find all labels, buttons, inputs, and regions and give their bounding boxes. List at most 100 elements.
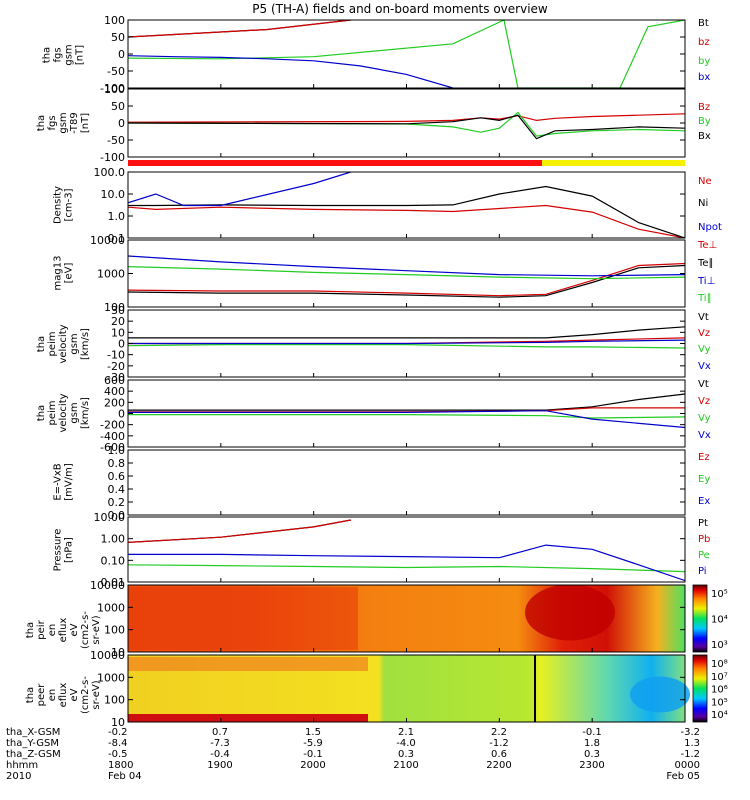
y-axis-label: en xyxy=(47,689,58,702)
y-axis-label: gsm xyxy=(64,44,75,65)
y-tick-label: 100 xyxy=(104,14,125,27)
orbit-value: Feb 05 xyxy=(666,771,700,782)
legend-by: by xyxy=(698,56,710,67)
y-tick-label: 0 xyxy=(118,48,125,61)
orbit-value: 0000 xyxy=(675,760,700,771)
legend-ti∥: Ti∥ xyxy=(697,293,712,304)
y-tick-label: 0 xyxy=(118,338,125,351)
y-axis-label: [cm-3] xyxy=(64,188,75,221)
panel-frame xyxy=(127,19,686,89)
legend-ne: Ne xyxy=(698,176,712,187)
colorbar-tick-label: 10⁴ xyxy=(711,710,728,721)
legend-npot: Npot xyxy=(698,222,722,233)
legend-vt: Vt xyxy=(698,379,709,390)
y-tick-label: 100 xyxy=(104,694,125,707)
series-by-line xyxy=(128,111,685,137)
orbit-value: 0.6 xyxy=(491,749,507,760)
y-axis-label: peim xyxy=(47,331,58,356)
legend-pb: Pb xyxy=(698,534,710,545)
orbit-value: 2300 xyxy=(579,760,604,771)
orbit-value: 2200 xyxy=(486,760,511,771)
y-axis-label: eflux xyxy=(58,683,69,708)
y-tick-label: 400 xyxy=(104,385,125,398)
orbit-value: -3.2 xyxy=(680,727,700,738)
y-tick-label: 0.0 xyxy=(108,509,126,522)
y-tick-label: -50 xyxy=(107,65,125,78)
orbit-row-label: tha_Y-GSM xyxy=(6,738,59,749)
orbit-value: -5.9 xyxy=(303,738,323,749)
orbit-value: -1.2 xyxy=(680,749,700,760)
colorbar-tick-label: 10⁶ xyxy=(711,685,728,696)
series-ni-line xyxy=(128,185,685,238)
series-bx-line xyxy=(128,114,685,140)
y-tick-label: 100 xyxy=(104,624,125,637)
series-vx-line xyxy=(128,410,685,429)
colorbar-tick-label: 10³ xyxy=(711,640,728,651)
orbit-value: -8.4 xyxy=(108,738,128,749)
y-tick-label: 1000 xyxy=(97,268,125,281)
legend-ex: Ex xyxy=(698,496,710,507)
y-axis-label: Pressure xyxy=(53,529,64,572)
y-tick-label: 0.1 xyxy=(108,232,126,245)
y-axis-label: (cm2-s- xyxy=(80,611,91,649)
orbit-value: -4.0 xyxy=(396,738,416,749)
orbit-value: 2100 xyxy=(393,760,418,771)
legend-te⊥: Te⊥ xyxy=(697,240,717,251)
legend-ey: Ey xyxy=(698,474,710,485)
panel-3: Ne Ni Npot 100.0 10.0 1.0 0.1 Density [cm-3] xyxy=(53,166,722,245)
orbit-value: -1.2 xyxy=(489,738,509,749)
y-axis-label: gsm xyxy=(58,112,69,133)
legend-pt: Pt xyxy=(698,518,708,529)
panel-1: Bt bz by bx 100 50 0 -50 -100 tha fgs gsm [nT] xyxy=(42,14,711,95)
legend-vt: Vt xyxy=(698,312,709,323)
y-tick-label: 10000 xyxy=(90,234,125,247)
colorbar xyxy=(692,654,708,723)
series-vy-line xyxy=(128,344,685,349)
legend-bz: Bz xyxy=(698,102,710,113)
legend-pe: Pe xyxy=(698,550,710,561)
series-ne-line xyxy=(128,204,685,238)
status-bar-red xyxy=(128,160,542,166)
y-axis-label: [km/s] xyxy=(80,328,91,360)
y-tick-label: 0.10 xyxy=(101,554,126,567)
orbit-value: 2000 xyxy=(300,760,325,771)
orbit-value: 0.3 xyxy=(398,749,414,760)
orbit-value: 0.3 xyxy=(584,749,600,760)
y-axis-label: en xyxy=(47,624,58,637)
legend-ti⊥: Ti⊥ xyxy=(697,276,715,287)
y-tick-label: 10.0 xyxy=(101,188,126,201)
series-vx-line xyxy=(128,339,685,345)
y-axis-label: fgs xyxy=(47,115,58,130)
y-axis-label: sr-eV) xyxy=(91,680,102,709)
y-axis-label: -T89 xyxy=(69,112,80,134)
series-ti⊥-line xyxy=(128,255,685,277)
y-axis-label: [nPa] xyxy=(64,537,75,563)
series-pt-line xyxy=(128,519,351,543)
orbit-row-label: 2010 xyxy=(6,771,31,782)
orbit-value: -7.3 xyxy=(210,738,230,749)
colorbar-tick-label: 10⁵ xyxy=(711,697,728,708)
y-tick-label: 0.6 xyxy=(108,470,126,483)
y-tick-label: 1.00 xyxy=(101,533,126,546)
panel-frame xyxy=(127,239,686,308)
orbit-value: 1.8 xyxy=(584,738,600,749)
series-by-line xyxy=(128,20,685,88)
orbit-value: 2.2 xyxy=(491,727,507,738)
orbit-row-label: tha_Z-GSM xyxy=(6,749,61,760)
orbit-value: 2.1 xyxy=(398,727,414,738)
status-bar-yellow xyxy=(542,160,685,166)
spectrogram-band xyxy=(128,587,358,650)
y-axis-label: peer xyxy=(36,683,47,707)
orbit-value: -0.4 xyxy=(210,749,230,760)
orbit-footer: tha_X-GSM -0.2 0.7 1.5 2.1 2.2 -0.1 -3.2 tha_Y-G… xyxy=(6,727,700,782)
orbit-value: -0.1 xyxy=(582,727,602,738)
panel-2: Bz By Bx 100 50 0 -50 -100 tha fgs gsm -T89 [nT] xyxy=(36,83,711,164)
y-axis-label: tha xyxy=(36,115,47,131)
spectrogram-band xyxy=(128,657,368,671)
y-axis-label: peim xyxy=(47,400,58,425)
orbit-value: 1.5 xyxy=(305,727,321,738)
legend-by: By xyxy=(698,116,711,127)
legend-vx: Vx xyxy=(698,430,711,441)
